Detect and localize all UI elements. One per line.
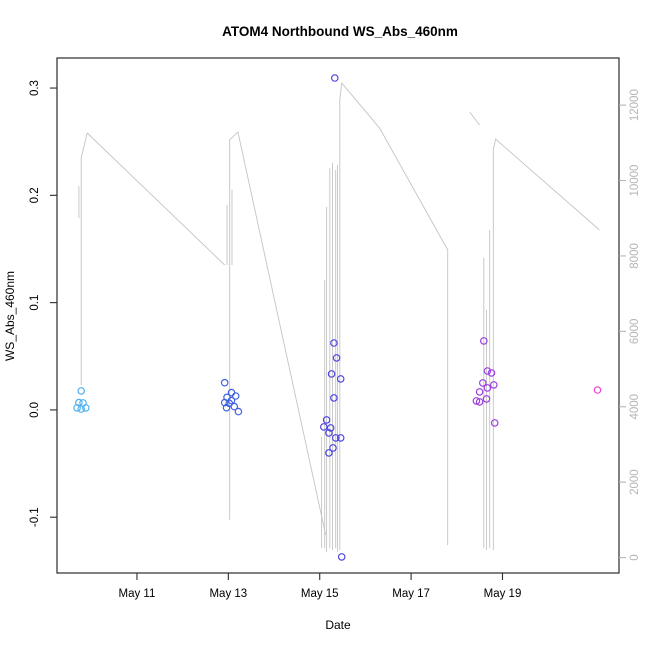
altitude-trace-layer — [78, 82, 600, 552]
data-point-cluster-may10 — [77, 387, 86, 395]
data-point-cluster-may13 — [220, 378, 229, 387]
data-point-cluster-may17 — [487, 369, 496, 377]
altitude-trace-line — [339, 82, 449, 550]
y-right-tick-label: 8000 — [629, 243, 641, 269]
data-point-cluster-may15 — [322, 416, 331, 424]
data-point-cluster-may13 — [230, 402, 239, 411]
data-point-cluster-may15 — [332, 354, 341, 362]
data-point-cluster-may15 — [330, 74, 339, 82]
data-point-cluster-may17 — [478, 379, 487, 387]
data-point-cluster-may15 — [325, 429, 333, 437]
x-tick-label: May 17 — [392, 588, 430, 600]
data-point-cluster-may13 — [222, 403, 231, 412]
y-left-tick-label: -0.1 — [29, 507, 41, 527]
data-point-point-may21 — [593, 386, 602, 394]
data-point-cluster-may10 — [73, 404, 81, 412]
x-tick-label: May 15 — [301, 588, 339, 600]
y-right-tick-label: 10000 — [629, 165, 641, 197]
data-point-cluster-may17 — [475, 388, 484, 396]
x-axis-label: Date — [325, 618, 351, 632]
data-point-cluster-may17 — [482, 395, 491, 403]
data-point-cluster-may17 — [483, 384, 492, 392]
y-right-tick-label: 4000 — [629, 394, 641, 420]
altitude-trace-line — [492, 138, 600, 550]
y-left-tick-label: 0.3 — [29, 80, 41, 96]
data-point-cluster-may17 — [490, 419, 499, 427]
scatter-point-layer — [73, 74, 602, 561]
data-point-cluster-may10 — [77, 405, 86, 413]
data-point-cluster-may15 — [327, 370, 336, 378]
data-point-cluster-may15 — [319, 423, 328, 431]
y-left-tick-label: 0.1 — [29, 295, 41, 311]
altitude-trace-line — [469, 111, 480, 126]
axis-layer: May 11 May 13 May 15 May 17 May 19 -0.1 0.0 0.1… — [29, 57, 641, 600]
y-right-tick-label: 6000 — [629, 319, 641, 345]
y-right-tick-label: 12000 — [629, 89, 641, 121]
data-point-cluster-may15 — [330, 339, 338, 347]
data-point-cluster-may15 — [336, 434, 345, 442]
x-tick-label: May 19 — [484, 588, 522, 600]
data-point-cluster-may17 — [475, 398, 484, 406]
data-point-cluster-may17 — [483, 367, 492, 375]
data-point-cluster-may15 — [330, 394, 338, 402]
data-point-cluster-may17 — [479, 337, 488, 345]
x-tick-label: May 13 — [209, 588, 247, 600]
plot-box — [56, 57, 620, 574]
data-point-cluster-may15 — [329, 444, 337, 452]
y-left-tick-label: 0.2 — [29, 187, 41, 203]
y-axis-label: WS_Abs_460nm — [3, 271, 17, 361]
data-point-cluster-may10 — [82, 404, 90, 412]
data-point-cluster-may15 — [336, 375, 345, 383]
data-point-cluster-may15 — [326, 424, 335, 432]
data-point-cluster-may13 — [220, 398, 229, 407]
x-tick-label: May 11 — [119, 588, 156, 600]
chart-title: ATOM4 Northbound WS_Abs_460nm — [222, 24, 458, 39]
data-point-cluster-may15 — [325, 449, 333, 457]
data-point-cluster-may13 — [231, 392, 240, 400]
data-point-cluster-may15 — [337, 553, 346, 561]
data-point-cluster-may17 — [489, 381, 498, 389]
altitude-trace-line — [229, 131, 327, 535]
y-left-tick-label: 0.0 — [29, 402, 41, 418]
data-point-cluster-may17 — [472, 397, 481, 405]
y-right-tick-label: 0 — [629, 554, 641, 560]
y-right-tick-label: 2000 — [629, 469, 641, 495]
data-point-cluster-may15 — [331, 434, 340, 442]
data-point-cluster-may13 — [234, 407, 243, 416]
altitude-trace-line — [80, 132, 226, 385]
